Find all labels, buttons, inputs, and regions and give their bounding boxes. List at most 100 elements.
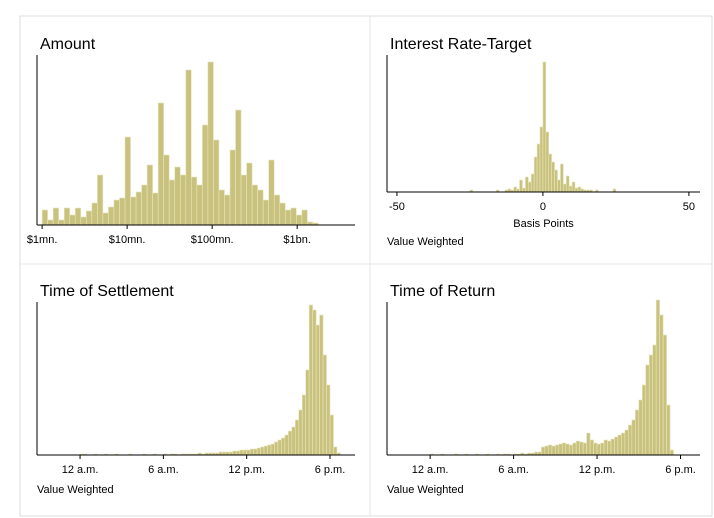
bar — [294, 419, 300, 456]
bar — [655, 299, 660, 456]
bar — [563, 183, 567, 193]
bar — [319, 314, 324, 456]
x-tick-label: 6 a.m. — [498, 464, 529, 476]
bar — [572, 442, 577, 456]
bar — [69, 214, 76, 226]
bar — [519, 179, 523, 193]
bar — [574, 187, 579, 193]
bar — [326, 384, 331, 456]
chart-title: Time of Return — [390, 283, 495, 300]
note: Value Weighted — [387, 484, 464, 496]
bar — [130, 196, 137, 226]
bar — [108, 206, 115, 226]
bar — [554, 169, 558, 193]
bar — [196, 184, 203, 226]
bar — [652, 344, 657, 456]
x-tick-label: 0 — [540, 201, 546, 213]
bar — [513, 186, 517, 193]
bar — [41, 209, 48, 226]
bar — [113, 199, 120, 226]
bar — [565, 443, 570, 456]
bar — [270, 443, 275, 456]
bar — [58, 219, 65, 226]
bar — [648, 354, 654, 456]
bar — [86, 210, 93, 226]
bar — [296, 214, 303, 226]
bar — [288, 430, 293, 456]
x-tick-label: $10mn. — [109, 234, 146, 246]
bar — [284, 209, 292, 226]
bar — [232, 450, 237, 456]
bar — [614, 436, 619, 456]
bar — [579, 441, 584, 456]
bar — [666, 404, 671, 456]
x-tick-label: $1bn. — [283, 234, 311, 246]
bar — [551, 161, 555, 193]
bar — [273, 194, 281, 226]
bar — [267, 444, 272, 456]
bar — [277, 439, 282, 456]
x-tick-label: 6 p.m. — [315, 464, 346, 476]
bar — [301, 209, 308, 226]
bar — [669, 449, 674, 456]
x-tick-label: 6 p.m. — [665, 464, 696, 476]
bar — [555, 444, 560, 456]
bar — [322, 354, 327, 456]
frame — [19, 15, 713, 517]
x-tick-label: $1mn. — [27, 234, 58, 246]
bar — [141, 184, 148, 226]
bar — [47, 219, 54, 226]
x-tick-label: 12 p.m. — [579, 464, 616, 476]
bar — [536, 143, 541, 193]
bar — [530, 173, 535, 193]
bar — [558, 443, 563, 456]
bar — [662, 334, 667, 456]
bar — [157, 102, 164, 226]
bar — [333, 446, 338, 456]
bar — [589, 439, 594, 456]
bar — [97, 174, 104, 226]
bar — [560, 163, 564, 193]
bar — [645, 364, 650, 456]
bar — [80, 216, 87, 226]
bar — [544, 445, 549, 456]
x-tick-label: 6 a.m. — [148, 464, 179, 476]
bar — [152, 192, 159, 226]
bar — [246, 162, 253, 226]
chart-title: Time of Settlement — [40, 283, 174, 300]
bar — [179, 174, 187, 226]
bar — [119, 197, 126, 226]
bar — [617, 434, 622, 456]
bar — [291, 426, 296, 456]
bar — [607, 440, 612, 456]
bar — [525, 176, 529, 193]
bar — [575, 440, 580, 456]
bar — [315, 324, 320, 456]
chart-title: Amount — [40, 36, 96, 53]
bar — [522, 187, 526, 193]
bar — [240, 174, 247, 226]
bar — [577, 186, 582, 193]
bar — [305, 369, 310, 456]
bar — [600, 442, 605, 456]
x-axis-label: Basis Points — [513, 218, 574, 230]
bar — [235, 450, 241, 456]
bar — [256, 447, 261, 456]
bar — [290, 207, 297, 226]
bar — [102, 212, 109, 226]
bar — [246, 449, 251, 456]
bar — [541, 446, 546, 456]
bar — [174, 166, 181, 226]
bar — [260, 446, 265, 456]
bar — [207, 61, 214, 226]
chart-title: Interest Rate-Target — [390, 36, 532, 53]
bar — [329, 414, 334, 456]
bar — [163, 154, 170, 226]
bar — [185, 69, 192, 226]
bar — [542, 61, 547, 193]
bar — [561, 442, 567, 456]
bar — [635, 409, 640, 456]
x-tick-label: 12 a.m. — [412, 464, 449, 476]
bar — [135, 191, 142, 226]
